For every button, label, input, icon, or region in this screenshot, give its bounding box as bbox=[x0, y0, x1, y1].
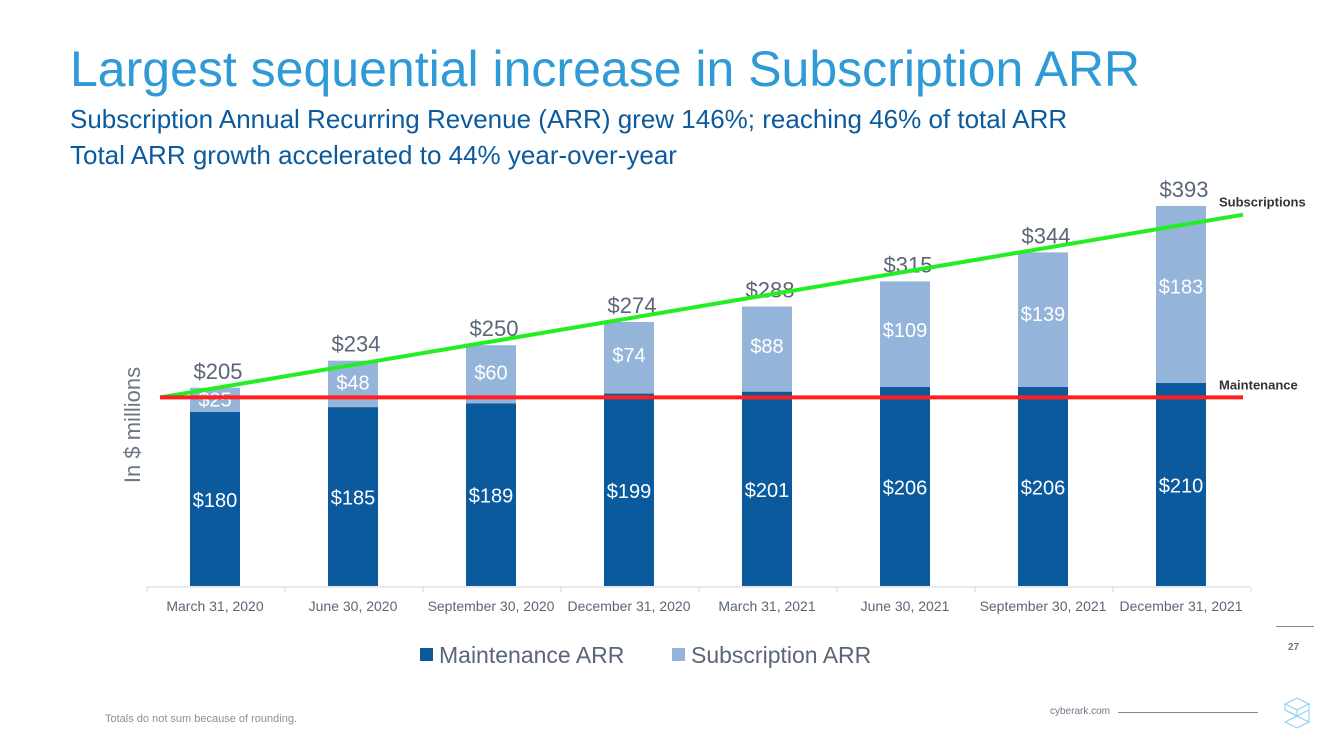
subtitle-2: Total ARR growth accelerated to 44% year… bbox=[70, 140, 677, 170]
subtitle-1: Subscription Annual Recurring Revenue (A… bbox=[70, 104, 1068, 134]
footnote: Totals do not sum because of rounding. bbox=[105, 713, 298, 725]
bar-maintenance bbox=[190, 411, 240, 586]
annotation-label: Maintenance bbox=[1219, 377, 1298, 392]
legend-label: Maintenance ARR bbox=[439, 642, 624, 668]
x-tick-label: June 30, 2021 bbox=[861, 598, 950, 614]
label-subscription: $48 bbox=[336, 373, 369, 395]
bar-subscription bbox=[1018, 252, 1068, 387]
cyberark-logo-icon bbox=[1283, 697, 1311, 729]
x-tick-label: June 30, 2020 bbox=[309, 598, 398, 614]
label-subscription: $139 bbox=[1021, 304, 1066, 326]
label-total: $205 bbox=[194, 359, 243, 384]
bar-subscription bbox=[1156, 205, 1206, 383]
label-maintenance: $180 bbox=[193, 490, 238, 512]
label-maintenance: $189 bbox=[469, 486, 514, 508]
bar-maintenance bbox=[466, 403, 516, 586]
label-maintenance: $206 bbox=[1021, 477, 1066, 499]
label-subscription: $60 bbox=[474, 362, 507, 384]
x-tick-label: September 30, 2021 bbox=[980, 598, 1107, 614]
bar-maintenance bbox=[1018, 386, 1068, 586]
annotation-label: Subscriptions bbox=[1219, 195, 1306, 210]
bar-maintenance bbox=[880, 386, 930, 586]
website: cyberark.com bbox=[1050, 706, 1111, 717]
page-divider bbox=[1276, 626, 1314, 627]
x-tick-label: March 31, 2020 bbox=[166, 598, 263, 614]
bar-subscription bbox=[880, 281, 930, 387]
label-maintenance: $201 bbox=[745, 480, 790, 502]
legend-label: Subscription ARR bbox=[691, 642, 871, 668]
page-title: Largest sequential increase in Subscript… bbox=[70, 41, 1141, 97]
bar-subscription bbox=[466, 345, 516, 404]
label-subscription: $25 bbox=[198, 390, 231, 412]
bar-maintenance bbox=[328, 407, 378, 586]
label-maintenance: $185 bbox=[331, 488, 376, 510]
bar-subscription bbox=[742, 306, 792, 392]
bar-maintenance bbox=[604, 393, 654, 586]
bar-subscription bbox=[604, 322, 654, 394]
label-total: $234 bbox=[332, 332, 381, 357]
legend-swatch bbox=[672, 648, 685, 661]
label-subscription: $183 bbox=[1159, 277, 1204, 299]
x-tick-label: December 31, 2021 bbox=[1120, 598, 1243, 614]
footer-divider bbox=[1118, 712, 1258, 713]
y-axis-label: In $ millions bbox=[120, 367, 145, 483]
x-tick-label: December 31, 2020 bbox=[568, 598, 691, 614]
page-number: 27 bbox=[1288, 642, 1300, 653]
label-total: $393 bbox=[1160, 177, 1209, 202]
label-maintenance: $206 bbox=[883, 477, 928, 499]
x-tick-label: March 31, 2021 bbox=[718, 598, 815, 614]
annotation-line bbox=[159, 212, 1244, 400]
x-tick-label: September 30, 2020 bbox=[428, 598, 555, 614]
bar-maintenance bbox=[742, 391, 792, 586]
label-maintenance: $210 bbox=[1159, 475, 1204, 497]
bar-maintenance bbox=[1156, 382, 1206, 586]
label-subscription: $88 bbox=[750, 336, 783, 358]
label-maintenance: $199 bbox=[607, 481, 652, 503]
legend-swatch bbox=[420, 648, 433, 661]
label-subscription: $109 bbox=[883, 320, 928, 342]
label-subscription: $74 bbox=[612, 345, 645, 367]
